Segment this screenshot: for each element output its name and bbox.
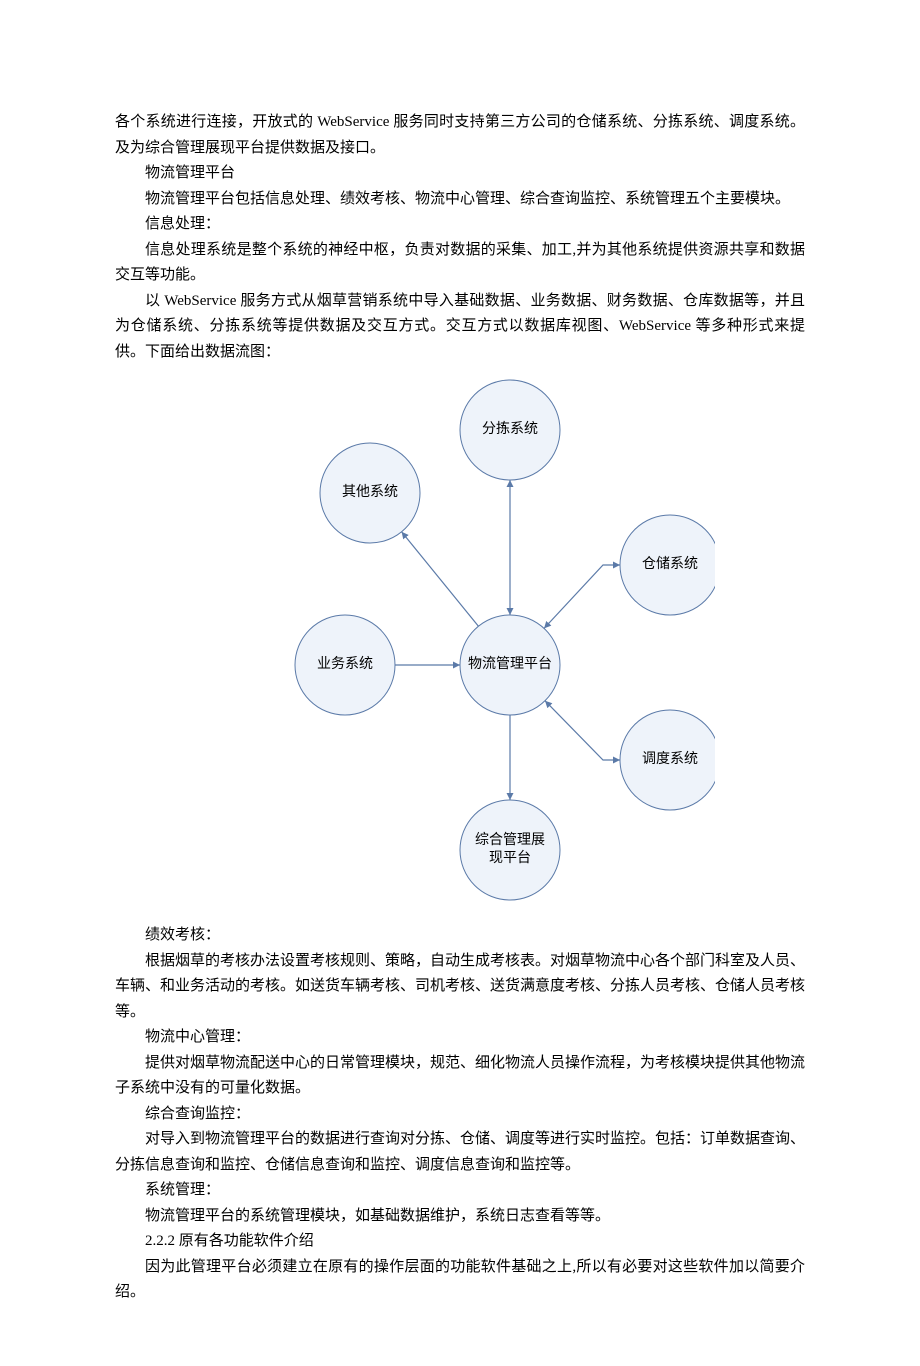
paragraph: 物流管理平台包括信息处理、绩效考核、物流中心管理、综合查询监控、系统管理五个主要… bbox=[115, 187, 805, 213]
paragraph: 物流管理平台 bbox=[115, 161, 805, 187]
flow-node-display: 综合管理展现平台 bbox=[460, 800, 560, 900]
flow-node-sorting: 分拣系统 bbox=[460, 380, 560, 480]
paragraph: 以 WebService 服务方式从烟草营销系统中导入基础数据、业务数据、财务数… bbox=[115, 289, 805, 366]
paragraph: 综合查询监控： bbox=[115, 1102, 805, 1128]
paragraph: 各个系统进行连接，开放式的 WebService 服务同时支持第三方公司的仓储系… bbox=[115, 110, 805, 161]
paragraph: 2.2.2 原有各功能软件介绍 bbox=[115, 1229, 805, 1255]
flow-node-storage: 仓储系统 bbox=[620, 515, 715, 615]
flow-node-label: 调度系统 bbox=[642, 751, 698, 767]
flow-edge bbox=[402, 532, 479, 626]
paragraph: 系统管理： bbox=[115, 1178, 805, 1204]
flow-node-label: 业务系统 bbox=[317, 656, 373, 672]
flow-node-biz: 业务系统 bbox=[295, 615, 395, 715]
paragraph: 信息处理系统是整个系统的神经中枢，负责对数据的采集、加工,并为其他系统提供资源共… bbox=[115, 238, 805, 289]
flow-node-label: 分拣系统 bbox=[482, 421, 538, 437]
flow-node-label: 现平台 bbox=[489, 850, 531, 866]
flow-node-other: 其他系统 bbox=[320, 443, 420, 543]
flow-node-label: 物流管理平台 bbox=[468, 656, 552, 672]
flow-edge bbox=[545, 701, 620, 760]
paragraph: 物流中心管理： bbox=[115, 1025, 805, 1051]
flow-node-label: 综合管理展 bbox=[475, 832, 545, 848]
paragraph: 根据烟草的考核办法设置考核规则、策略，自动生成考核表。对烟草物流中心各个部门科室… bbox=[115, 949, 805, 1026]
paragraph: 绩效考核： bbox=[115, 923, 805, 949]
flow-node-dispatch: 调度系统 bbox=[620, 710, 715, 810]
paragraph: 因为此管理平台必须建立在原有的操作层面的功能软件基础之上,所以有必要对这些软件加… bbox=[115, 1255, 805, 1306]
flow-node-platform: 物流管理平台 bbox=[460, 615, 560, 715]
flow-node-label: 其他系统 bbox=[342, 484, 398, 500]
paragraph: 提供对烟草物流配送中心的日常管理模块，规范、细化物流人员操作流程，为考核模块提供… bbox=[115, 1051, 805, 1102]
paragraph: 物流管理平台的系统管理模块，如基础数据维护，系统日志查看等等。 bbox=[115, 1204, 805, 1230]
data-flow-diagram: 分拣系统其他系统仓储系统业务系统 物流管理平台调度系统综合管理展现平台 bbox=[205, 375, 715, 905]
paragraph: 信息处理： bbox=[115, 212, 805, 238]
flow-svg: 分拣系统其他系统仓储系统业务系统 物流管理平台调度系统综合管理展现平台 bbox=[205, 375, 715, 905]
paragraph: 对导入到物流管理平台的数据进行查询对分拣、仓储、调度等进行实时监控。包括：订单数… bbox=[115, 1127, 805, 1178]
flow-edge bbox=[544, 565, 620, 628]
flow-node-label: 仓储系统 bbox=[642, 556, 698, 572]
document-page: 各个系统进行连接，开放式的 WebService 服务同时支持第三方公司的仓储系… bbox=[0, 0, 920, 1366]
